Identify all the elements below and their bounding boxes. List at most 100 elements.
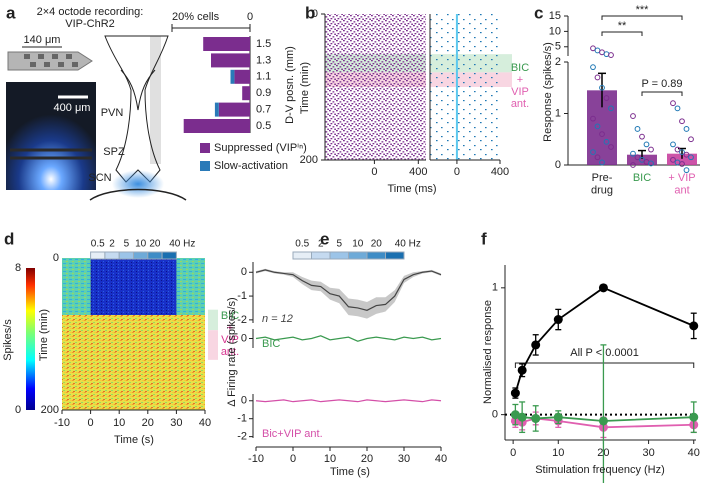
colorbar xyxy=(26,268,35,410)
data-point xyxy=(510,388,520,398)
legend-swatch xyxy=(200,143,210,153)
data-point xyxy=(670,156,676,163)
stim-label: 0.5 xyxy=(295,239,309,250)
probe-site xyxy=(58,62,64,67)
x-tick-label: 30 xyxy=(170,417,182,429)
data-point xyxy=(517,412,527,422)
x-tick-label: Pre-drug xyxy=(591,172,613,197)
probe-site xyxy=(24,54,30,59)
data-point xyxy=(634,154,641,161)
bar xyxy=(234,69,250,84)
data-point xyxy=(689,321,699,331)
data-point xyxy=(603,95,610,101)
region-label: PVN xyxy=(101,107,124,119)
legend-label: Suppressed (VIPⁱⁿ) xyxy=(214,142,307,154)
x-tick-label: -10 xyxy=(54,417,70,429)
x-tick-label: -10 xyxy=(248,453,264,465)
series-line xyxy=(514,286,695,394)
x-tick-label: 20 xyxy=(361,453,373,465)
stim-label: 10 xyxy=(352,239,364,250)
y-tick-label: -1 xyxy=(237,413,247,425)
panel-letter: b xyxy=(305,3,315,22)
y-tick-label: 1 xyxy=(555,107,561,119)
data-point xyxy=(510,410,520,420)
x-tick-label: 20 xyxy=(142,417,154,429)
data-point xyxy=(594,154,601,161)
y-tick-label: 0 xyxy=(241,332,247,344)
probe-site xyxy=(30,62,36,67)
x-tick-label: 0 xyxy=(454,166,460,178)
data-point xyxy=(630,113,636,119)
bar xyxy=(203,37,250,51)
probe-site xyxy=(66,54,72,59)
data-point xyxy=(594,123,601,130)
data-point xyxy=(603,138,610,145)
x-tick-label: BIC xyxy=(633,172,651,184)
data-point xyxy=(599,159,605,166)
y-axis-label: Response (spikes/s) xyxy=(542,42,554,142)
bar xyxy=(214,102,219,117)
y-tick-label: 0.5 xyxy=(256,120,271,132)
y-tick-label: 200 xyxy=(300,154,318,166)
data-point xyxy=(679,118,685,125)
x-tick-label: 10 xyxy=(113,417,125,429)
legend-label: Slow-activation xyxy=(214,160,288,172)
stim-label: 2 xyxy=(318,239,324,250)
data-point xyxy=(531,413,541,423)
raster xyxy=(325,14,426,160)
data-point xyxy=(670,100,676,107)
raster xyxy=(430,14,500,160)
stim-segment xyxy=(147,251,163,260)
annotation: VIP xyxy=(511,86,529,98)
y-tick-label: 0.7 xyxy=(256,104,271,116)
stim-label: 0.5 xyxy=(91,239,105,250)
stim-segment xyxy=(118,251,134,260)
data-point xyxy=(643,141,650,148)
panel-letter: e xyxy=(320,229,329,248)
annotation: + xyxy=(227,322,233,334)
stim-segment xyxy=(133,251,149,260)
annotation: + xyxy=(517,74,523,86)
x-axis-label: Time (s) xyxy=(114,434,154,446)
x-tick-label: 0 xyxy=(290,453,296,465)
data-point xyxy=(517,365,527,375)
x-tick-label: 40 xyxy=(199,417,211,429)
bar xyxy=(218,102,250,117)
probe-drawing xyxy=(7,46,93,71)
data-point xyxy=(599,131,605,138)
y-tick-label: 15 xyxy=(549,10,561,22)
legend-swatch xyxy=(200,161,210,171)
data-point xyxy=(683,167,690,174)
x-tick-label: 400 xyxy=(409,166,427,178)
x-tick-label: 0 xyxy=(88,417,94,429)
bracket xyxy=(601,31,643,36)
data-point xyxy=(590,149,596,156)
x-tick-label: 40 xyxy=(688,447,700,459)
stim-segment xyxy=(385,251,405,260)
x-axis-label: Time (ms) xyxy=(387,183,436,195)
data-point xyxy=(683,126,690,132)
probe-site xyxy=(44,62,50,67)
panel-letter: a xyxy=(6,3,16,22)
shaded-band xyxy=(208,309,218,331)
probe-track xyxy=(150,36,161,164)
y-axis-label: Time (min) xyxy=(299,62,311,114)
trace xyxy=(255,335,442,342)
probe-site xyxy=(52,54,58,59)
y-tick-label: 200 xyxy=(41,404,59,416)
data-point xyxy=(688,136,694,143)
data-point xyxy=(630,150,636,157)
error-band xyxy=(256,268,441,319)
panel-title: VIP-ChR2 xyxy=(65,18,115,30)
y-tick-label: -2 xyxy=(237,431,247,443)
photo-shanks xyxy=(10,148,92,160)
data-point xyxy=(688,154,694,161)
probe-site xyxy=(72,62,78,67)
y-tick-label: 1 xyxy=(492,282,498,294)
y-tick-label: 1.1 xyxy=(256,71,271,83)
region-label: SCN xyxy=(88,172,111,184)
data-point xyxy=(639,133,645,140)
y-axis-label: Time (min) xyxy=(38,309,50,361)
subplot-label: Bic+VIP ant. xyxy=(262,428,323,440)
